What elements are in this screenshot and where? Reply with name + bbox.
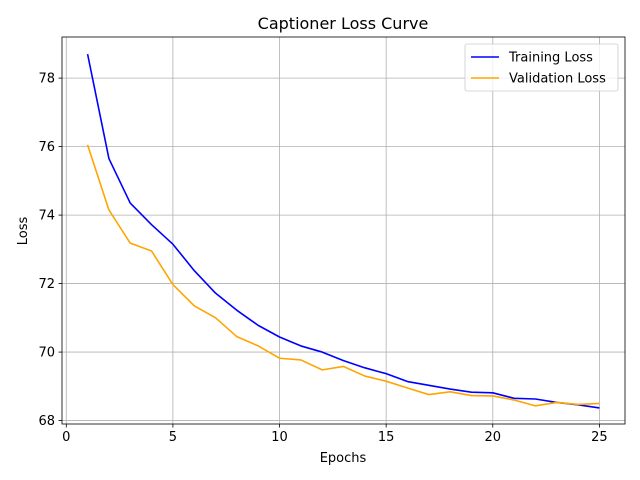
legend-box — [464, 43, 619, 92]
x-tick-label: 25 — [591, 430, 608, 445]
legend: Training Loss Validation Loss — [464, 43, 619, 92]
x-tick-label: 20 — [485, 430, 502, 445]
y-tick-label: 72 — [38, 277, 55, 292]
training-loss-line — [86, 53, 600, 409]
plot-frame — [61, 36, 626, 425]
series-lines — [86, 53, 600, 409]
x-tick-label: 15 — [378, 430, 395, 445]
grid-lines — [62, 37, 625, 424]
validation-loss-legend-label: Validation Loss — [509, 72, 606, 87]
x-tick-label: 5 — [169, 430, 177, 445]
validation-loss-line — [86, 144, 600, 407]
chart-title: Captioner Loss Curve — [258, 14, 429, 33]
y-tick-label: 78 — [38, 72, 55, 87]
y-tick-label: 70 — [38, 346, 55, 361]
x-tick-label: 10 — [271, 430, 288, 445]
y-axis-title: Loss — [16, 217, 31, 246]
axis-ticks: 0 5 10 15 20 25 68 70 72 74 76 78 — [38, 72, 607, 445]
training-loss-legend-label: Training Loss — [508, 51, 593, 66]
y-tick-label: 76 — [38, 140, 55, 155]
y-tick-label: 74 — [38, 209, 55, 224]
y-tick-label: 68 — [38, 414, 55, 429]
x-axis-title: Epochs — [320, 451, 367, 466]
x-tick-label: 0 — [62, 430, 70, 445]
